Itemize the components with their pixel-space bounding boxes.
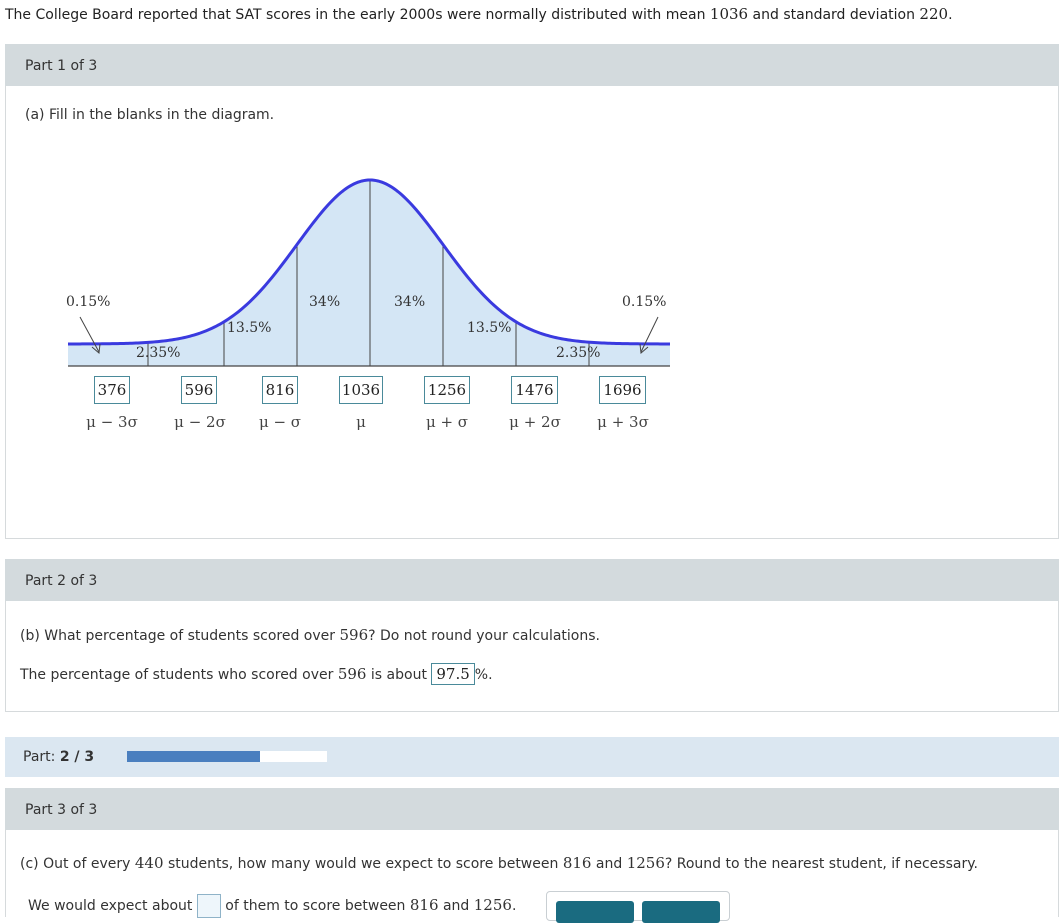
value-box-minus-2sd[interactable]: 596 [181,376,217,404]
answer-number: 1256 [473,896,512,914]
value-box-plus-2sd[interactable]: 1476 [511,376,558,404]
prompt-number: 440 [134,854,164,872]
part1-title: Part 1 of 3 [25,58,98,74]
prompt-text: and [591,856,627,872]
part2-prompt: (b) What percentage of students scored o… [20,626,600,644]
progress-fill [127,751,261,762]
pct-right-center: 34% [394,294,426,310]
label-minus-1sd: μ − σ [258,413,302,431]
part1-panel [5,86,1059,539]
check-button[interactable] [556,901,634,923]
answer-text: of them to score between [220,898,410,914]
mean-value: 1036 [709,5,749,23]
label-minus-2sd: μ − 2σ [174,413,226,431]
part1-header: Part 1 of 3 [5,44,1059,86]
answer-text: is about [366,667,432,683]
prompt-number: 816 [562,854,592,872]
part2-title: Part 2 of 3 [25,573,98,589]
percentage-answer-box[interactable]: 97.5 [431,663,475,685]
answer-text: We would expect about [28,898,197,914]
part2-panel [5,601,1059,712]
answer-number: 816 [409,896,439,914]
part2-answer: The percentage of students who scored ov… [20,663,493,685]
value-box-mean[interactable]: 1036 [339,376,383,404]
prompt-text: students, how many would we expect to sc… [163,856,563,872]
pct-right-1sd: 13.5% [467,320,512,336]
prompt-number: 596 [339,626,369,644]
answer-text: The percentage of students who scored ov… [20,667,338,683]
problem-statement: The College Board reported that SAT scor… [5,5,953,23]
value-box-plus-3sd[interactable]: 1696 [599,376,646,404]
part2-header: Part 2 of 3 [5,559,1059,601]
sd-value: 220 [919,5,949,23]
value-box-plus-1sd[interactable]: 1256 [424,376,470,404]
part3-answer: We would expect about of them to score b… [28,894,516,918]
value-box-minus-1sd[interactable]: 816 [262,376,298,404]
pct-left-1sd: 13.5% [227,320,272,336]
label-minus-3sd: μ − 3σ [86,413,138,431]
part1-prompt: (a) Fill in the blanks in the diagram. [25,107,275,123]
intro-text: and standard deviation [748,7,920,23]
prompt-number: 1256 [626,854,665,872]
part3-header: Part 3 of 3 [5,788,1059,830]
progress-track [127,751,327,762]
intro-text: The College Board reported that SAT scor… [5,7,710,23]
prompt-text: (b) What percentage of students scored o… [20,628,340,644]
part3-panel [5,830,1059,917]
progress-bar-panel: Part: 2 / 3 [5,737,1059,777]
pct-left-2sd: 2.35% [136,345,181,361]
answer-number: 596 [337,665,367,683]
answer-text: . [511,898,517,914]
prompt-text: ? Round to the nearest student, if neces… [664,856,978,872]
pct-left-center: 34% [309,294,341,310]
pct-right-2sd: 2.35% [556,345,601,361]
label-plus-2sd: μ + 2σ [509,413,561,431]
answer-text: %. [474,667,493,683]
prompt-text: (c) Out of every [20,856,135,872]
pct-left-tail: 0.15% [66,294,111,310]
part3-title: Part 3 of 3 [25,802,98,818]
label-mean: μ [356,413,366,431]
intro-text: . [948,7,953,23]
student-count-input[interactable] [196,894,221,918]
part3-prompt: (c) Out of every 440 students, how many … [20,854,978,872]
progress-value: 2 / 3 [59,749,95,765]
label-plus-3sd: μ + 3σ [597,413,649,431]
prompt-text: ? Do not round your calculations. [368,628,600,644]
value-box-minus-3sd[interactable]: 376 [94,376,130,404]
pct-right-tail: 0.15% [622,294,667,310]
clear-button[interactable] [642,901,720,923]
progress-label: Part: [23,749,60,765]
answer-text: and [438,898,474,914]
label-plus-1sd: μ + σ [425,413,469,431]
